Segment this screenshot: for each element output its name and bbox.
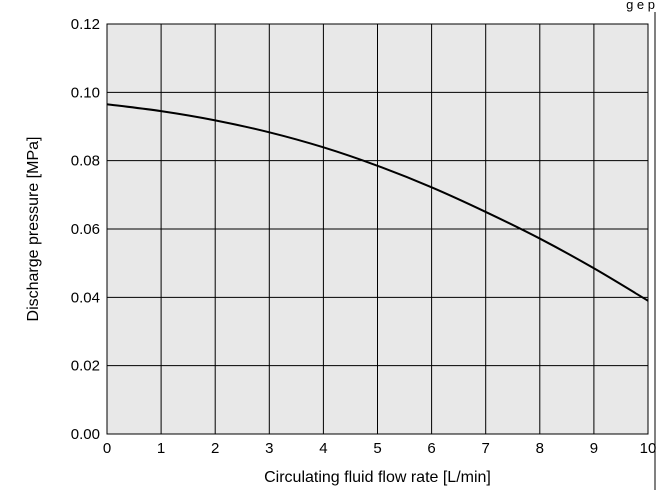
x-tick-labels: 0 1 2 3 4 5 6 7 8 9 10 (103, 440, 657, 457)
x-tick-label: 6 (427, 440, 435, 457)
x-tick-label: 2 (211, 440, 219, 457)
y-tick-label: 0.04 (71, 289, 100, 306)
y-tick-label: 0.00 (71, 426, 100, 443)
discharge-pressure-curve (106, 103, 649, 302)
x-tick-label: 3 (265, 440, 273, 457)
plot-frame (106, 23, 649, 435)
y-tick-label: 0.12 (71, 16, 100, 33)
y-tick-label: 0.08 (71, 153, 100, 170)
y-axis-title: Discharge pressure [MPa] (25, 137, 42, 322)
x-tick-label: 7 (482, 440, 490, 457)
x-tick-label: 8 (536, 440, 544, 457)
x-tick-label: 9 (590, 440, 598, 457)
x-tick-label: 10 (640, 440, 657, 457)
header-partial-text: g e p (626, 0, 655, 12)
x-tick-label: 0 (103, 440, 111, 457)
x-axis-title: Circulating fluid flow rate [L/min] (264, 469, 491, 486)
y-tick-label: 0.02 (71, 358, 100, 375)
x-tick-label: 5 (373, 440, 381, 457)
x-tick-label: 1 (157, 440, 165, 457)
y-tick-label: 0.10 (71, 84, 100, 101)
y-tick-labels: 0.00 0.02 0.04 0.06 0.08 0.10 0.12 (71, 16, 100, 443)
y-tick-label: 0.06 (71, 221, 100, 238)
x-tick-label: 4 (319, 440, 327, 457)
